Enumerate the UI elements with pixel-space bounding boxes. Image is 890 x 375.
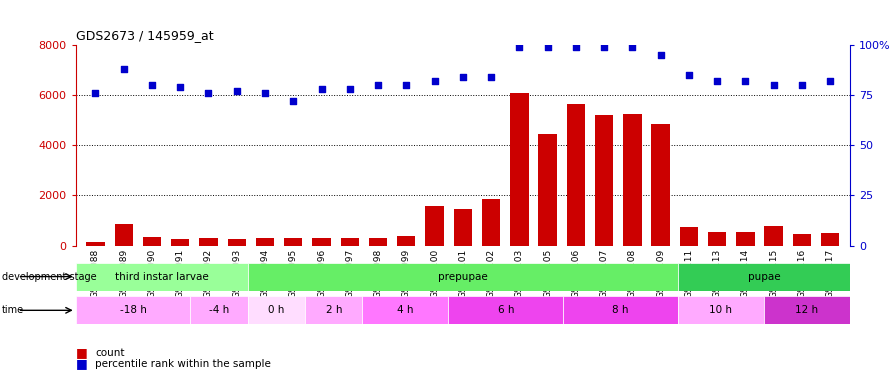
Bar (76, 296, 190, 324)
Bar (305, 296, 362, 324)
Text: percentile rank within the sample: percentile rank within the sample (95, 359, 271, 369)
Bar (341, 238, 359, 246)
Bar (142, 237, 161, 246)
Point (117, 66, 131, 72)
Text: 4 h: 4 h (397, 305, 414, 315)
Bar (680, 227, 698, 246)
Point (597, 44, 611, 50)
Bar (284, 238, 303, 246)
Point (626, 44, 640, 50)
Bar (454, 209, 472, 246)
Bar (736, 232, 755, 246)
Bar (821, 233, 839, 246)
Text: 12 h: 12 h (796, 305, 819, 315)
Text: 2 h: 2 h (326, 305, 342, 315)
Point (710, 78, 724, 84)
Point (201, 90, 215, 96)
Bar (595, 115, 613, 246)
Bar (678, 296, 764, 324)
Point (484, 74, 498, 80)
Point (88, 90, 102, 96)
Point (795, 82, 809, 88)
Bar (425, 206, 444, 246)
Bar (312, 238, 331, 246)
Text: 0 h: 0 h (268, 305, 285, 315)
Bar (362, 296, 449, 324)
Bar (678, 262, 850, 291)
Point (173, 84, 187, 90)
Text: ■: ■ (76, 357, 87, 370)
Text: 10 h: 10 h (709, 305, 732, 315)
Point (653, 52, 668, 58)
Bar (199, 238, 218, 246)
Text: prepupae: prepupae (438, 272, 488, 282)
Point (456, 74, 470, 80)
Bar (247, 296, 305, 324)
Bar (793, 234, 811, 246)
Text: third instar larvae: third instar larvae (115, 272, 208, 282)
Bar (86, 242, 105, 246)
Bar (623, 114, 642, 246)
Bar (765, 226, 783, 246)
Bar (510, 93, 529, 246)
Point (286, 98, 300, 104)
Bar (651, 124, 670, 246)
Point (766, 82, 781, 88)
Point (427, 78, 441, 84)
Point (230, 88, 244, 94)
Bar (368, 238, 387, 246)
Text: -4 h: -4 h (209, 305, 229, 315)
Point (823, 78, 837, 84)
Point (540, 44, 554, 50)
Bar (255, 238, 274, 246)
Point (145, 82, 159, 88)
Text: GDS2673 / 145959_at: GDS2673 / 145959_at (76, 30, 214, 42)
Bar (708, 232, 726, 246)
Text: time: time (2, 305, 24, 315)
Text: pupae: pupae (748, 272, 781, 282)
Text: count: count (95, 348, 125, 357)
Point (513, 44, 527, 50)
Point (258, 90, 272, 96)
Text: 6 h: 6 h (498, 305, 514, 315)
Bar (115, 224, 133, 246)
Bar (567, 104, 585, 246)
Bar (247, 262, 678, 291)
Text: ■: ■ (76, 346, 87, 359)
Bar (449, 296, 563, 324)
Point (343, 86, 357, 92)
Text: 8 h: 8 h (612, 305, 628, 315)
Bar (481, 199, 500, 246)
Text: development stage: development stage (2, 272, 96, 282)
Point (314, 86, 328, 92)
Point (682, 72, 696, 78)
Bar (563, 296, 678, 324)
Bar (764, 296, 850, 324)
Bar (538, 134, 557, 246)
Text: -18 h: -18 h (119, 305, 147, 315)
Bar (76, 262, 247, 291)
Point (371, 82, 385, 88)
Point (569, 44, 583, 50)
Point (399, 82, 413, 88)
Bar (228, 238, 246, 246)
Point (739, 78, 753, 84)
Bar (397, 236, 416, 246)
Bar (190, 296, 247, 324)
Bar (171, 238, 190, 246)
